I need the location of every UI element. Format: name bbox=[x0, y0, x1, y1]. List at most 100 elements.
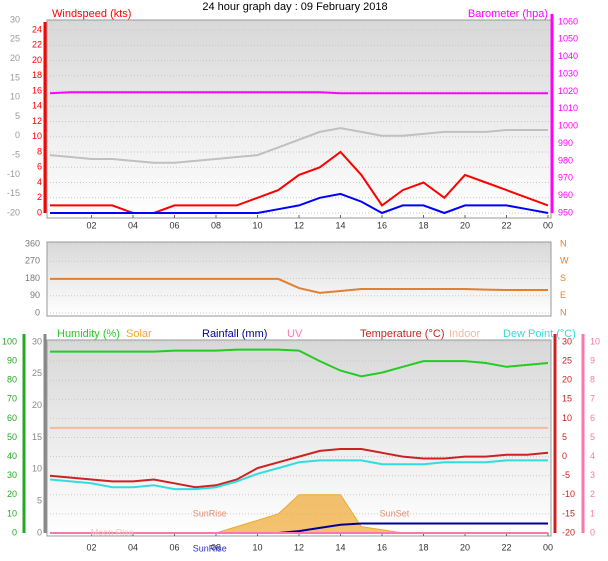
y-tick-label: 1010 bbox=[558, 103, 578, 113]
x-tick-label: 16 bbox=[377, 220, 387, 230]
x-tick-label: 02 bbox=[86, 220, 96, 230]
y-tick-label: 18 bbox=[32, 70, 42, 80]
line bbox=[50, 277, 548, 294]
line bbox=[49, 127, 548, 164]
x-tick-label: 00 bbox=[543, 220, 553, 230]
y-tick-label: -20 bbox=[7, 207, 20, 217]
x-tick-label: 16 bbox=[377, 542, 387, 552]
y-tick-label: 80 bbox=[7, 375, 17, 385]
y-tick-label: 22 bbox=[32, 40, 42, 50]
y-tick-label: 25 bbox=[32, 368, 42, 378]
x-tick-label: 18 bbox=[418, 542, 428, 552]
y-tick-label: S bbox=[560, 273, 566, 283]
y-tick-label: 2 bbox=[37, 192, 42, 202]
y-tick-label: 50 bbox=[7, 432, 17, 442]
y-tick-label: 0 bbox=[562, 451, 567, 461]
x-tick-label: 04 bbox=[128, 542, 138, 552]
x-tick-label: 22 bbox=[501, 220, 511, 230]
x-tick-label: 12 bbox=[294, 542, 304, 552]
legend-entry: Indoor bbox=[449, 328, 481, 340]
y-tick-label: -5 bbox=[562, 470, 570, 480]
y-tick-label: -10 bbox=[7, 169, 20, 179]
title: 24 hour graph day : 09 February 2018 bbox=[202, 1, 387, 13]
y-tick-label: N bbox=[560, 238, 567, 248]
y-tick-label: 25 bbox=[10, 34, 20, 44]
y-tick-label: 5 bbox=[562, 432, 567, 442]
y-tick-label: 10 bbox=[590, 336, 600, 346]
y-tick-label: -5 bbox=[12, 149, 20, 159]
y-tick-label: 1040 bbox=[558, 51, 578, 61]
x-tick-label: 18 bbox=[418, 220, 428, 230]
x-tick-label: 14 bbox=[335, 542, 345, 552]
y-tick-label: 20 bbox=[7, 489, 17, 499]
y-tick-label: 0 bbox=[15, 130, 20, 140]
y-tick-label: 1020 bbox=[558, 86, 578, 96]
y-tick-label: 70 bbox=[7, 394, 17, 404]
y-tick-label: 20 bbox=[32, 55, 42, 65]
y-tick-label: 1030 bbox=[558, 68, 578, 78]
y-tick-label: 90 bbox=[7, 355, 17, 365]
y-tick-label: 980 bbox=[558, 155, 573, 165]
y-tick-label: 20 bbox=[562, 375, 572, 385]
y-tick-label: 9 bbox=[590, 355, 595, 365]
line bbox=[50, 348, 549, 378]
y-tick-label: 25 bbox=[562, 355, 572, 365]
annotation: SunSet bbox=[380, 508, 410, 518]
y-tick-label: 6 bbox=[37, 162, 42, 172]
x-tick-label: 14 bbox=[335, 220, 345, 230]
plot-background bbox=[46, 19, 552, 219]
y-tick-label: 14 bbox=[32, 101, 42, 111]
legend-entry: Rainfall (mm) bbox=[202, 328, 267, 340]
y-tick-label: 990 bbox=[558, 138, 573, 148]
y-tick-label: W bbox=[560, 256, 569, 266]
y-tick-label: 2 bbox=[590, 489, 595, 499]
annotation: SunRise bbox=[193, 508, 227, 518]
y-tick-label: 5 bbox=[15, 111, 20, 121]
y-tick-label: 10 bbox=[562, 413, 572, 423]
y-tick-label: 1060 bbox=[558, 16, 578, 26]
line bbox=[49, 459, 548, 491]
y-tick-label: 12 bbox=[32, 116, 42, 126]
annotation: SunRise bbox=[193, 543, 227, 553]
y-tick-label: 0 bbox=[590, 527, 595, 537]
y-tick-label: 970 bbox=[558, 173, 573, 183]
y-tick-label: 90 bbox=[30, 290, 40, 300]
y-tick-label: 4 bbox=[37, 177, 42, 187]
y-tick-label: 60 bbox=[7, 413, 17, 423]
y-tick-label: 15 bbox=[32, 432, 42, 442]
y-tick-label: 8 bbox=[37, 146, 42, 156]
y-tick-label: 10 bbox=[32, 464, 42, 474]
line bbox=[49, 448, 549, 489]
y-tick-label: 20 bbox=[10, 53, 20, 63]
legend-entry: Humidity (%) bbox=[57, 328, 120, 340]
y-tick-label: -20 bbox=[562, 527, 575, 537]
y-tick-label: 0 bbox=[37, 527, 42, 537]
y-tick-label: 15 bbox=[562, 394, 572, 404]
y-tick-label: 360 bbox=[25, 238, 40, 248]
x-tick-label: 22 bbox=[501, 542, 511, 552]
y-tick-label: 1 bbox=[590, 508, 595, 518]
x-tick-label: 08 bbox=[211, 542, 221, 552]
y-tick-label: 1050 bbox=[558, 34, 578, 44]
y-tick-label: 950 bbox=[558, 207, 573, 217]
annotation: Moon Rise bbox=[91, 527, 134, 537]
y-tick-label: 0 bbox=[37, 207, 42, 217]
y-tick-label: 10 bbox=[32, 131, 42, 141]
x-tick-label: 20 bbox=[460, 542, 470, 552]
y-tick-label: 100 bbox=[2, 336, 17, 346]
y-tick-label: 1000 bbox=[558, 121, 578, 131]
y-tick-label: 30 bbox=[562, 336, 572, 346]
y-tick-label: 15 bbox=[10, 72, 20, 82]
y-tick-label: 180 bbox=[25, 273, 40, 283]
x-tick-label: 08 bbox=[211, 220, 221, 230]
y-tick-label: 960 bbox=[558, 190, 573, 200]
legend-entry: Temperature (°C) bbox=[360, 328, 444, 340]
y-tick-label: 5 bbox=[590, 432, 595, 442]
x-tick-label: 04 bbox=[128, 220, 138, 230]
y-tick-label: 8 bbox=[590, 375, 595, 385]
legend-entry: Dew Point (°C) bbox=[503, 328, 576, 340]
y-tick-label: 3 bbox=[590, 470, 595, 480]
y-tick-label: 30 bbox=[7, 470, 17, 480]
y-tick-label: 5 bbox=[37, 496, 42, 506]
